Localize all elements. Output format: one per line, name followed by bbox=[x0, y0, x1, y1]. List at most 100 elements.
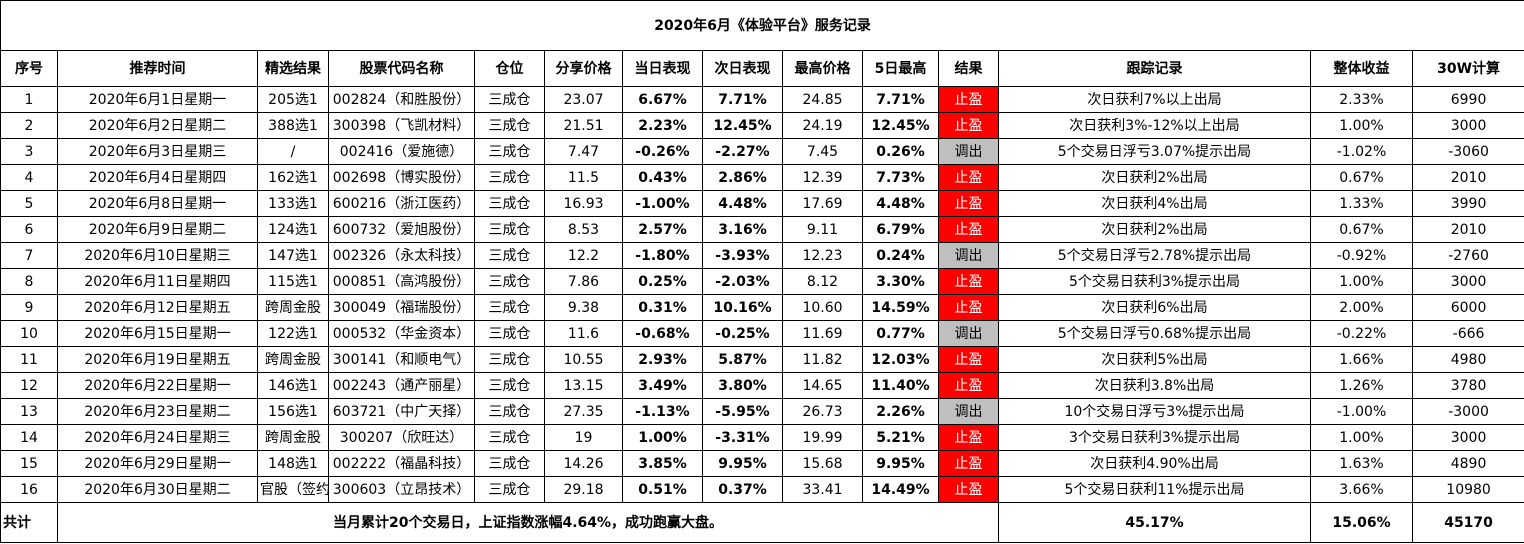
highest-price: 8.12 bbox=[782, 268, 863, 295]
pick-result: 115选1 bbox=[257, 268, 329, 295]
position: 三成仓 bbox=[474, 372, 545, 399]
header-row: 序号 推荐时间 精选结果 股票代码名称 仓位 分享价格 当日表现 次日表现 最高价格 5日最高 结果… bbox=[0, 50, 1524, 87]
same-day-change: 2.57% bbox=[622, 216, 703, 243]
column-header: 最高价格 bbox=[782, 50, 863, 87]
share-price: 23.07 bbox=[544, 86, 623, 113]
result-badge: 止盈 bbox=[938, 450, 999, 477]
share-price: 8.53 bbox=[544, 216, 623, 243]
row-number: 11 bbox=[0, 346, 58, 373]
five-day-high: 3.30% bbox=[862, 268, 939, 295]
recommend-date: 2020年6月4日星期四 bbox=[57, 164, 258, 191]
five-day-high: 12.03% bbox=[862, 346, 939, 373]
column-header: 分享价格 bbox=[544, 50, 623, 87]
five-day-high: 7.71% bbox=[862, 86, 939, 113]
result-badge: 调出 bbox=[938, 242, 999, 269]
tracking-note: 次日获利4%出局 bbox=[998, 190, 1311, 217]
highest-price: 9.11 bbox=[782, 216, 863, 243]
table-row: 16 2020年6月30日星期二 官股（签约 300603（立昂技术） 三成仓 29.18… bbox=[0, 476, 1524, 503]
same-day-change: 1.00% bbox=[622, 424, 703, 451]
share-price: 13.15 bbox=[544, 372, 623, 399]
same-day-change: -0.26% bbox=[622, 138, 703, 165]
same-day-change: -1.80% bbox=[622, 242, 703, 269]
result-badge: 止盈 bbox=[938, 190, 999, 217]
position: 三成仓 bbox=[474, 476, 545, 503]
highest-price: 33.41 bbox=[782, 476, 863, 503]
calc-30w: 6990 bbox=[1411, 86, 1524, 113]
total-summary: 当月累计20个交易日，上证指数涨幅4.64%，成功跑赢大盘。 bbox=[57, 502, 999, 543]
pick-result: / bbox=[257, 138, 329, 165]
row-number: 4 bbox=[0, 164, 58, 191]
share-price: 10.55 bbox=[544, 346, 623, 373]
result-badge: 止盈 bbox=[938, 346, 999, 373]
same-day-change: 3.49% bbox=[622, 372, 703, 399]
row-number: 15 bbox=[0, 450, 58, 477]
stock-code-name: 000532（华金资本） bbox=[328, 320, 475, 347]
result-badge: 调出 bbox=[938, 320, 999, 347]
overall-gain: 2.33% bbox=[1310, 86, 1413, 113]
tracking-note: 次日获利2%出局 bbox=[998, 216, 1311, 243]
track-total: 45.17% bbox=[998, 502, 1311, 543]
pick-result: 146选1 bbox=[257, 372, 329, 399]
row-number: 3 bbox=[0, 138, 58, 165]
stock-code-name: 300207（欣旺达） bbox=[328, 424, 475, 451]
table-row: 11 2020年6月19日星期五 跨周金股 300141（和顺电气） 三成仓 10.55 2… bbox=[0, 346, 1524, 373]
result-badge: 调出 bbox=[938, 138, 999, 165]
stock-code-name: 002824（和胜股份） bbox=[328, 86, 475, 113]
column-header: 序号 bbox=[0, 50, 58, 87]
table-row: 14 2020年6月24日星期三 跨周金股 300207（欣旺达） 三成仓 19 1.00%… bbox=[0, 424, 1524, 451]
table-row: 13 2020年6月23日星期二 156选1 603721（中广天择） 三成仓 27.35… bbox=[0, 398, 1524, 425]
share-price: 11.6 bbox=[544, 320, 623, 347]
title-row: 2020年6月《体验平台》服务记录 bbox=[0, 0, 1524, 51]
calc-30w: -3000 bbox=[1411, 398, 1524, 425]
overall-gain: -1.02% bbox=[1310, 138, 1413, 165]
calc-30w: 2010 bbox=[1411, 216, 1524, 243]
tracking-note: 次日获利4.90%出局 bbox=[998, 450, 1311, 477]
table-row: 2 2020年6月2日星期二 388选1 300398（飞凯材料） 三成仓 21.51 2.… bbox=[0, 112, 1524, 139]
position: 三成仓 bbox=[474, 294, 545, 321]
calc-30w: 2010 bbox=[1411, 164, 1524, 191]
stock-code-name: 603721（中广天择） bbox=[328, 398, 475, 425]
pick-result: 跨周金股 bbox=[257, 346, 329, 373]
table-row: 6 2020年6月9日星期二 124选1 600732（爱旭股份） 三成仓 8.53 2.5… bbox=[0, 216, 1524, 243]
table-row: 5 2020年6月8日星期一 133选1 600216（浙江医药） 三成仓 16.93 -1… bbox=[0, 190, 1524, 217]
recommend-date: 2020年6月8日星期一 bbox=[57, 190, 258, 217]
share-price: 7.47 bbox=[544, 138, 623, 165]
calc-30w: 3000 bbox=[1411, 424, 1524, 451]
position: 三成仓 bbox=[474, 320, 545, 347]
next-day-change: -2.27% bbox=[702, 138, 783, 165]
tracking-note: 3个交易日获利3%提示出局 bbox=[998, 424, 1311, 451]
five-day-high: 0.24% bbox=[862, 242, 939, 269]
calc-30w: 4980 bbox=[1411, 346, 1524, 373]
tracking-note: 5个交易日浮亏2.78%提示出局 bbox=[998, 242, 1311, 269]
pick-result: 133选1 bbox=[257, 190, 329, 217]
overall-gain: 1.66% bbox=[1310, 346, 1413, 373]
result-badge: 止盈 bbox=[938, 86, 999, 113]
same-day-change: 3.85% bbox=[622, 450, 703, 477]
stock-code-name: 002416（爱施德） bbox=[328, 138, 475, 165]
result-badge: 止盈 bbox=[938, 268, 999, 295]
share-price: 16.93 bbox=[544, 190, 623, 217]
five-day-high: 5.21% bbox=[862, 424, 939, 451]
same-day-change: -0.68% bbox=[622, 320, 703, 347]
five-day-high: 0.26% bbox=[862, 138, 939, 165]
overall-gain: 3.66% bbox=[1310, 476, 1413, 503]
table-row: 9 2020年6月12日星期五 跨周金股 300049（福瑞股份） 三成仓 9.38 0.3… bbox=[0, 294, 1524, 321]
position: 三成仓 bbox=[474, 216, 545, 243]
highest-price: 12.23 bbox=[782, 242, 863, 269]
overall-gain: 1.00% bbox=[1310, 112, 1413, 139]
next-day-change: 9.95% bbox=[702, 450, 783, 477]
next-day-change: -2.03% bbox=[702, 268, 783, 295]
position: 三成仓 bbox=[474, 86, 545, 113]
overall-gain: -1.00% bbox=[1310, 398, 1413, 425]
row-number: 1 bbox=[0, 86, 58, 113]
calc-30w: 3000 bbox=[1411, 268, 1524, 295]
same-day-change: 0.31% bbox=[622, 294, 703, 321]
table-row: 15 2020年6月29日星期一 148选1 002222（福晶科技） 三成仓 14.26… bbox=[0, 450, 1524, 477]
column-header: 次日表现 bbox=[702, 50, 783, 87]
row-number: 8 bbox=[0, 268, 58, 295]
column-header: 当日表现 bbox=[622, 50, 703, 87]
position: 三成仓 bbox=[474, 346, 545, 373]
overall-gain: 0.67% bbox=[1310, 216, 1413, 243]
overall-gain: 1.33% bbox=[1310, 190, 1413, 217]
pick-result: 388选1 bbox=[257, 112, 329, 139]
